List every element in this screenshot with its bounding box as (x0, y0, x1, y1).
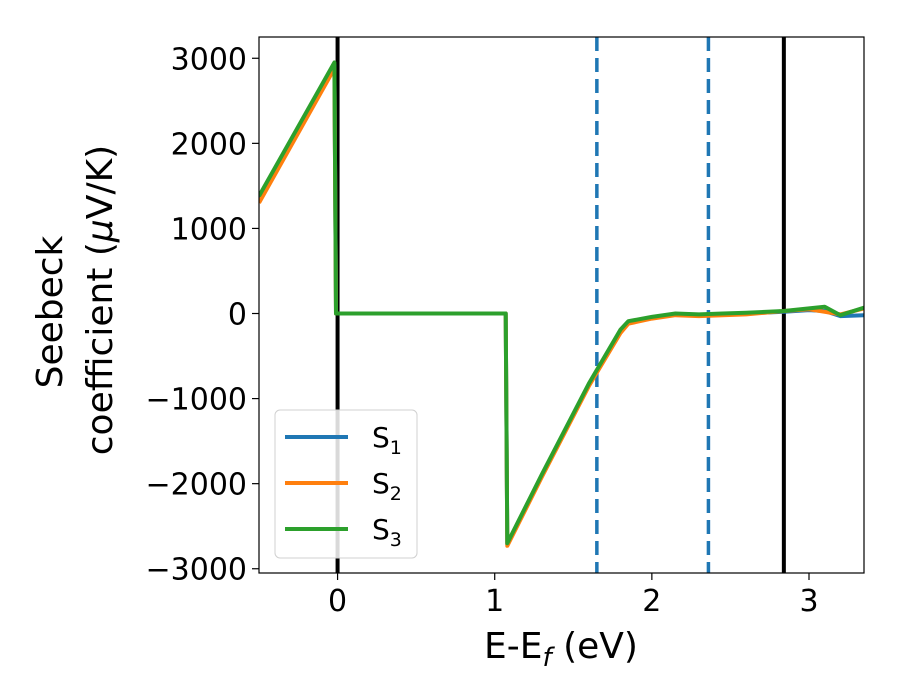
legend-label-2: S2 (372, 467, 402, 505)
legend: S1 S2 S3 (274, 409, 418, 559)
x-axis-title: E-Ef (eV) (484, 626, 638, 673)
y-axis-ticks: −3000 −2000 −1000 0 1000 2000 3000 (146, 42, 259, 588)
x-tick-label: 2 (642, 584, 661, 619)
y-tick-label: 3000 (171, 42, 247, 77)
y-axis-title: Seebeck coefficient (μV/K) (30, 145, 121, 455)
y-tick-label: 1000 (171, 212, 247, 247)
x-tick-label: 1 (485, 584, 504, 619)
y-tick-label: −1000 (146, 383, 247, 418)
y-axis-title-line1: Seebeck (30, 235, 71, 388)
y-tick-label: 0 (228, 298, 247, 333)
legend-label-3: S3 (372, 513, 402, 551)
y-axis-title-line2: coefficient (μV/K) (80, 145, 121, 455)
series-lines (259, 60, 864, 548)
plot-frame (258, 36, 865, 574)
x-tick-label: 3 (799, 584, 818, 619)
y-tick-label: 2000 (171, 127, 247, 162)
y-tick-label: −3000 (146, 553, 247, 588)
y-tick-label: −2000 (146, 468, 247, 503)
x-axis-ticks: 0 1 2 3 (328, 573, 819, 619)
legend-label-1: S1 (372, 421, 402, 459)
x-tick-label: 0 (328, 584, 347, 619)
series-line-3 (259, 60, 864, 546)
